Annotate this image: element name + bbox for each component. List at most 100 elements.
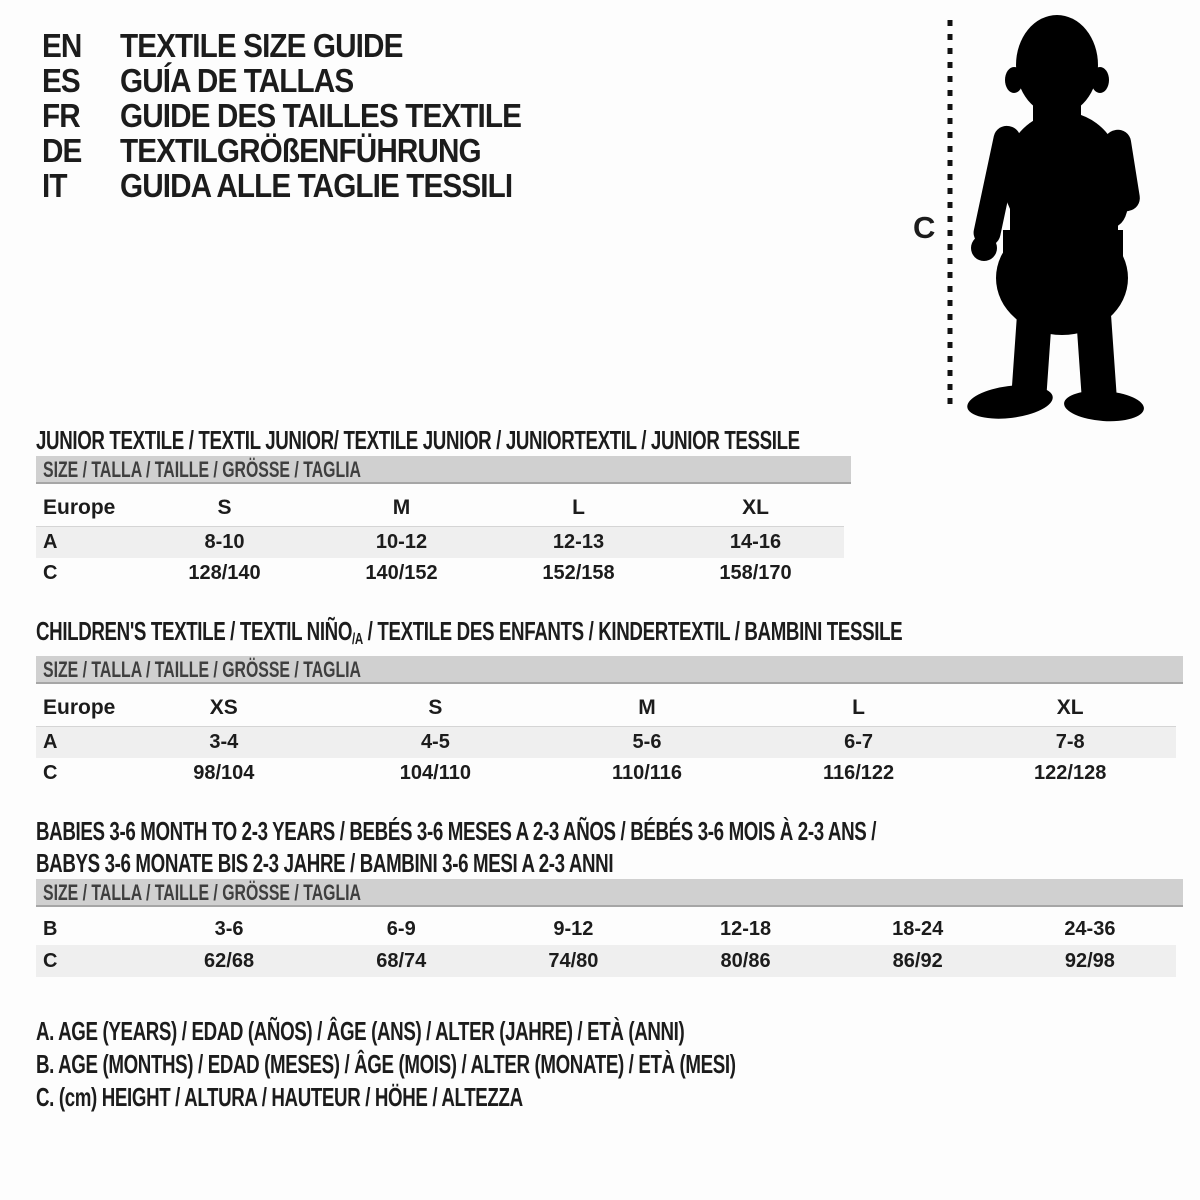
size-value: 6-9	[386, 917, 416, 940]
size-value: 74/80	[487, 945, 660, 977]
size-header-bar: SIZE / TALLA / TAILLE / GRÖSSE / TAGLIA	[36, 879, 1183, 907]
row-label: A	[36, 726, 118, 758]
section-title-text: JUNIOR TEXTILE / TEXTIL JUNIOR/ TEXTILE …	[36, 424, 800, 456]
size-value: 8-10	[136, 526, 313, 558]
size-value: 68/74	[315, 945, 488, 977]
title-segment: CHILDREN'S TEXTILE / TEXTIL NIÑO	[36, 616, 353, 646]
size-value: 3-6	[214, 917, 244, 940]
title-segment: /A	[352, 631, 363, 648]
language-label: GUIDA ALLE TAGLIE TESSILI	[120, 166, 513, 204]
row-label: Europe	[36, 690, 118, 727]
row-label: Europe	[36, 490, 136, 527]
size-header-text: SIZE / TALLA / TAILLE / GRÖSSE / TAGLIA	[43, 657, 361, 682]
row-label: C	[36, 945, 143, 977]
title-segment: BABIES 3-6 MONTH TO 2-3 YEARS / BEBÉS 3-…	[36, 816, 877, 846]
size-value: 14-16	[667, 526, 844, 558]
language-row: IT GUIDA ALLE TAGLIE TESSILI	[42, 166, 566, 204]
section-title-text: BABIES 3-6 MONTH TO 2-3 YEARS / BEBÉS 3-…	[36, 815, 876, 847]
legend-line: C. (cm) HEIGHT / ALTURA / HAUTEUR / HÖHE…	[36, 1081, 1183, 1114]
section-title: CHILDREN'S TEXTILE / TEXTIL NIÑO/A / TEX…	[36, 615, 1183, 656]
section-title: BABIES 3-6 MONTH TO 2-3 YEARS / BEBÉS 3-…	[36, 815, 1183, 847]
size-section-junior: JUNIOR TEXTILE / TEXTIL JUNIOR/ TEXTILE …	[36, 424, 1183, 589]
section-title-text: CHILDREN'S TEXTILE / TEXTIL NIÑO/A / TEX…	[36, 615, 903, 656]
language-header: EN TEXTILE SIZE GUIDE ES GUÍA DE TALLAS FR GU…	[42, 26, 566, 204]
language-row: ES GUÍA DE TALLAS	[42, 61, 566, 99]
legend-text: C. (cm) HEIGHT / ALTURA / HAUTEUR / HÖHE…	[36, 1082, 523, 1112]
baby-silhouette-graphic	[947, 15, 1144, 422]
size-label: S	[136, 490, 313, 527]
size-value: 7-8	[964, 726, 1176, 758]
language-label: GUIDE DES TAILLES TEXTILE	[120, 96, 522, 134]
size-header-text: SIZE / TALLA / TAILLE / GRÖSSE / TAGLIA	[43, 880, 361, 905]
size-label: L	[752, 690, 965, 727]
title-segment: / TEXTILE DES ENFANTS / KINDERTEXTIL / B…	[362, 616, 903, 646]
row-label: A	[36, 526, 136, 558]
language-label: GUÍA DE TALLAS	[120, 61, 354, 99]
table-row: A 8-10 10-12 12-13 14-16	[36, 526, 844, 558]
size-table: Europe XS S M L XL A 3-4 4-5 5-6 6-7 7-8 C 98/104 104/…	[36, 690, 1176, 789]
size-table: Europe S M L XL A 8-10 10-12 12-13 14-16 C 128/140 1…	[36, 490, 844, 589]
size-header-bar: SIZE / TALLA / TAILLE / GRÖSSE / TAGLIA	[36, 656, 1183, 684]
section-title: BABYS 3-6 MONATE BIS 2-3 JAHRE / BAMBINI…	[36, 847, 1183, 879]
size-label: XS	[118, 690, 330, 727]
language-code: ES	[42, 61, 81, 99]
size-label: XL	[964, 690, 1176, 727]
size-value: 62/68	[143, 945, 316, 977]
size-value: 152/158	[542, 562, 615, 584]
size-value: 12-18	[719, 917, 772, 940]
size-label: M	[541, 690, 753, 727]
size-value: 12-13	[490, 526, 667, 558]
size-label: S	[329, 690, 542, 727]
size-value: 128/140	[188, 562, 261, 584]
size-value: 4-5	[329, 726, 542, 758]
size-label: M	[313, 490, 490, 527]
size-value: 5-6	[541, 726, 753, 758]
section-title: JUNIOR TEXTILE / TEXTIL JUNIOR/ TEXTILE …	[36, 424, 1183, 456]
size-value: 3-4	[118, 726, 330, 758]
legend-line: B. AGE (MONTHS) / EDAD (MESES) / ÂGE (MO…	[36, 1048, 1183, 1081]
row-label: B	[43, 917, 58, 940]
row-label: C	[43, 562, 58, 584]
size-value: 104/110	[399, 762, 471, 784]
size-value: 92/98	[1003, 945, 1176, 977]
table-header-row: Europe XS S M L XL	[36, 690, 1176, 727]
size-value: 6-7	[752, 726, 965, 758]
section-title-text: BABYS 3-6 MONATE BIS 2-3 JAHRE / BAMBINI…	[36, 847, 614, 879]
size-section-babies: BABIES 3-6 MONTH TO 2-3 YEARS / BEBÉS 3-…	[36, 815, 1183, 977]
legend-footer: A. AGE (YEARS) / EDAD (AÑOS) / ÂGE (ANS)…	[36, 1015, 1183, 1114]
size-header-text: SIZE / TALLA / TAILLE / GRÖSSE / TAGLIA	[43, 457, 361, 482]
language-row: EN TEXTILE SIZE GUIDE	[42, 26, 566, 64]
table-row: B 3-6 6-9 9-12 12-18 18-24 24-36	[36, 913, 1176, 945]
language-row: DE TEXTILGRÖßENFÜHRUNG	[42, 131, 566, 169]
size-value: 158/170	[719, 562, 792, 584]
size-header-bar: SIZE / TALLA / TAILLE / GRÖSSE / TAGLIA	[36, 456, 851, 484]
language-code: EN	[42, 26, 82, 64]
language-code: FR	[42, 96, 81, 134]
size-value: 10-12	[313, 526, 490, 558]
size-value: 86/92	[831, 945, 1004, 977]
size-value: 122/128	[1034, 762, 1107, 784]
size-value: 116/122	[822, 762, 895, 784]
size-label: L	[490, 490, 667, 527]
size-value: 110/116	[611, 762, 683, 784]
size-value: 80/86	[659, 945, 832, 977]
table-row: A 3-4 4-5 5-6 6-7 7-8	[36, 726, 1176, 758]
legend-text: A. AGE (YEARS) / EDAD (AÑOS) / ÂGE (ANS)…	[36, 1016, 685, 1046]
size-tables-main: JUNIOR TEXTILE / TEXTIL JUNIOR/ TEXTILE …	[36, 424, 1183, 1114]
language-code: IT	[42, 166, 67, 204]
table-row: C 98/104 104/110 110/116 116/122 122/128	[36, 758, 1176, 789]
size-label: XL	[667, 490, 844, 527]
language-label: TEXTILE SIZE GUIDE	[120, 26, 403, 64]
language-row: FR GUIDE DES TAILLES TEXTILE	[42, 96, 566, 134]
language-label: TEXTILGRÖßENFÜHRUNG	[120, 131, 482, 169]
size-value: 98/104	[193, 762, 255, 784]
legend-text: B. AGE (MONTHS) / EDAD (MESES) / ÂGE (MO…	[36, 1049, 736, 1079]
size-table: B 3-6 6-9 9-12 12-18 18-24 24-36 C 62/68 68/74 74/…	[36, 913, 1176, 977]
legend-line: A. AGE (YEARS) / EDAD (AÑOS) / ÂGE (ANS)…	[36, 1015, 1183, 1048]
size-value: 18-24	[892, 917, 944, 940]
size-value: 24-36	[1064, 917, 1116, 940]
title-segment: BABYS 3-6 MONATE BIS 2-3 JAHRE / BAMBINI…	[36, 848, 614, 878]
title-segment: JUNIOR TEXTILE / TEXTIL JUNIOR/ TEXTILE …	[36, 425, 800, 455]
table-header-row: Europe S M L XL	[36, 490, 844, 527]
